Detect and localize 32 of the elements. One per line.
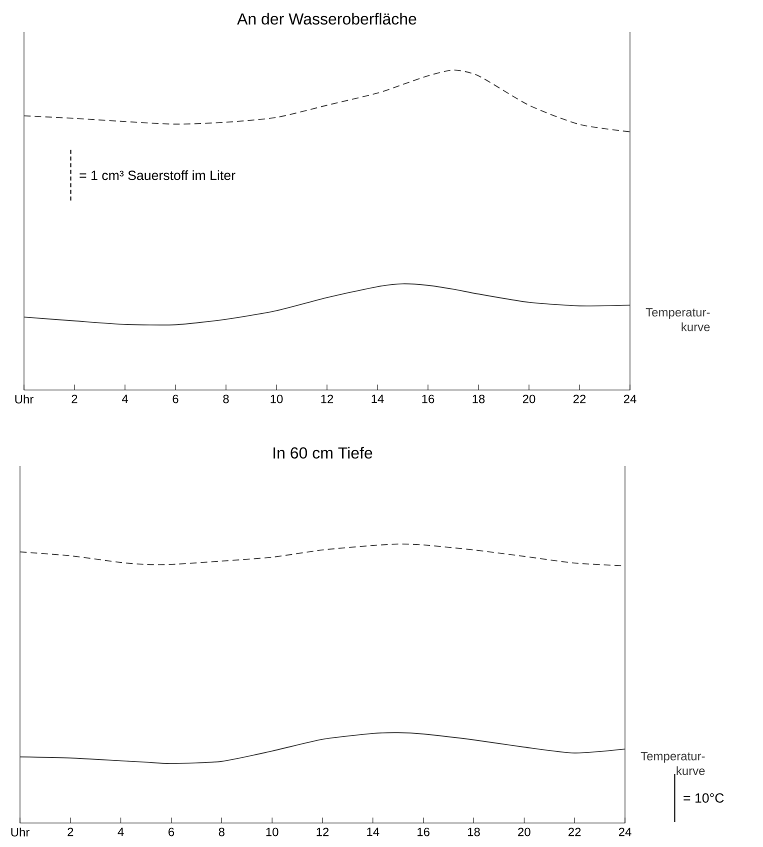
x-tick-label: 12	[316, 828, 329, 836]
x-tick-label: 8	[223, 394, 229, 404]
x-tick-label: 18	[472, 394, 485, 404]
x-tick-label: 16	[422, 394, 434, 404]
x-tick-label: 6	[172, 394, 178, 404]
series-label: Temperatur-kurve	[640, 752, 705, 776]
x-tick-label: 16	[418, 828, 430, 836]
x-tick-label: 22	[573, 394, 586, 404]
x-tick-label: Uhr	[15, 394, 34, 404]
x-tick-label: 20	[518, 828, 530, 836]
x-tick-label: 12	[321, 394, 334, 404]
x-tick-label: 10	[266, 828, 278, 836]
x-tick-label: 4	[118, 828, 124, 836]
text: = 10°C	[684, 793, 724, 803]
x-tick-label: 18	[468, 828, 480, 836]
x-tick-label: 10	[270, 394, 283, 404]
x-tick-label: 2	[68, 828, 74, 836]
x-tick-label: 6	[168, 828, 174, 836]
x-tick-label: 24	[618, 828, 632, 836]
series-label: Temperatur-kurve	[646, 308, 710, 332]
x-tick-label: 2	[72, 394, 78, 404]
x-tick-label: 22	[568, 828, 581, 836]
x-tick-label: 14	[372, 394, 384, 403]
x-tick-label: 8	[218, 828, 224, 836]
x-tick-label: 14	[367, 828, 380, 836]
annotation: = 1 cm³ Sauerstoff im Liter	[80, 170, 236, 180]
chart-title: In 60 cm Tiefe	[274, 446, 372, 459]
x-tick-label: 4	[122, 394, 128, 403]
chart-title: An der Wasseroberfläche	[237, 12, 416, 25]
x-tick-label: 24	[624, 394, 636, 404]
x-tick-label: 20	[522, 394, 536, 404]
x-tick-label: Uhr	[11, 828, 30, 837]
